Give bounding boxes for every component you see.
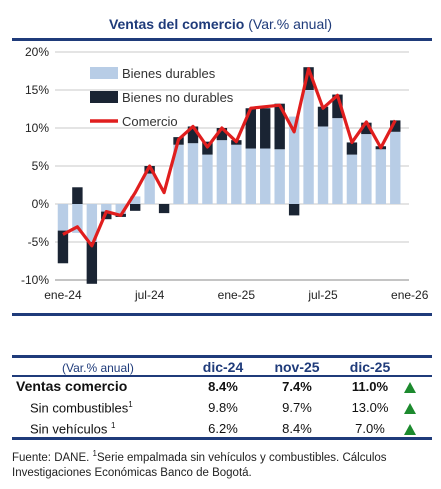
bar-bienes-no-durables <box>216 128 228 141</box>
legend-label-comercio: Comercio <box>122 114 178 129</box>
row-label: Sin combustibles1 <box>30 400 133 416</box>
bar-bienes-no-durables <box>303 67 314 90</box>
bar-bienes-durables <box>72 204 83 233</box>
bar-bienes-durables <box>216 140 228 204</box>
bar-bienes-durables <box>274 149 285 204</box>
line-comercio <box>62 67 397 248</box>
x-tick-label: jul-24 <box>134 288 165 302</box>
col-header-dic-24: dic-24 <box>202 359 244 375</box>
bar-bienes-durables <box>346 154 358 204</box>
bar-bienes-durables <box>260 148 271 204</box>
bar-bienes-durables <box>332 118 343 204</box>
y-tick-label: 20% <box>25 45 49 59</box>
bar-bienes-no-durables <box>158 204 170 214</box>
y-tick-label: 0% <box>32 197 50 211</box>
y-tick-label: -5% <box>28 235 50 249</box>
col-header-nov-25: nov-25 <box>274 359 320 375</box>
row-value: 8.4% <box>282 421 312 436</box>
x-tick-label: ene-24 <box>44 288 82 302</box>
row-value: 8.4% <box>208 379 238 394</box>
table-row-sin-combustibles: Sin combustibles1 9.8% 9.7% 13.0% <box>12 398 432 419</box>
bar-bienes-durables <box>303 90 314 204</box>
row-value: 9.8% <box>208 400 238 415</box>
sales-chart: 20% 15% 10% 5% 0% -5% -10%ene-24 jul-24 ene-25 ju… <box>21 45 429 302</box>
col-header-dic-25: dic-25 <box>349 359 391 375</box>
bar-bienes-durables <box>86 204 98 242</box>
bar-bienes-durables <box>187 143 199 204</box>
bar-bienes-no-durables <box>274 103 285 150</box>
bar-bienes-durables <box>245 148 256 204</box>
row-value: 13.0% <box>351 400 389 415</box>
bar-bienes-no-durables <box>245 108 256 149</box>
legend-label-bienes-durables: Bienes durables <box>122 66 216 81</box>
bar-bienes-no-durables <box>332 94 343 119</box>
x-tick-label: jul-25 <box>307 288 338 302</box>
row-value: 11.0% <box>351 379 389 394</box>
trend-up-icon <box>404 382 416 393</box>
legend-label-bienes-no-durables: Bienes no durables <box>122 90 234 105</box>
bar-bienes-durables <box>317 126 329 204</box>
bar-bienes-durables <box>144 173 155 204</box>
row-label: Sin vehículos 1 <box>30 421 116 437</box>
bar-bienes-durables <box>129 196 141 204</box>
bar-bienes-no-durables <box>144 166 155 174</box>
y-tick-label: -10% <box>21 273 49 287</box>
bar-bienes-no-durables <box>317 106 329 127</box>
bar-bienes-durables <box>390 131 401 204</box>
chart-title: Ventas del comercio (Var.% anual) <box>0 16 441 32</box>
x-tick-label: ene-25 <box>218 288 256 302</box>
bar-bienes-no-durables <box>72 187 83 204</box>
summary-table: (Var.% anual) dic-24 nov-25 dic-25 Venta… <box>12 355 432 440</box>
table-row-ventas: Ventas comercio 8.4% 7.4% 11.0% <box>12 377 432 398</box>
mid-rule <box>12 313 432 316</box>
bar-bienes-durables <box>288 116 300 204</box>
bar-bienes-durables <box>231 144 242 204</box>
trend-up-icon <box>404 424 416 435</box>
bar-bienes-durables <box>173 144 184 204</box>
bar-bienes-durables <box>375 149 387 204</box>
bar-bienes-no-durables <box>129 204 141 211</box>
row-value: 7.0% <box>355 421 385 436</box>
bar-bienes-no-durables <box>260 108 271 149</box>
row-value: 7.4% <box>282 379 312 394</box>
bar-bienes-durables <box>115 204 126 214</box>
bar-bienes-no-durables <box>361 122 372 135</box>
bar-bienes-no-durables <box>187 126 199 144</box>
bar-bienes-no-durables <box>57 230 69 264</box>
row-value: 6.2% <box>208 421 238 436</box>
x-tick-label: ene-26 <box>391 288 429 302</box>
chart-title-main: Ventas del comercio <box>108 16 245 32</box>
bar-bienes-no-durables <box>86 242 98 284</box>
source-note: Fuente: DANE. 1Serie empalmada sin vehíc… <box>12 449 387 479</box>
row-label: Ventas comercio <box>16 378 128 394</box>
trend-up-icon <box>404 403 416 414</box>
bar-bienes-durables <box>57 204 69 231</box>
y-tick-label: 15% <box>25 83 49 97</box>
y-tick-label: 10% <box>25 121 49 135</box>
row-value: 9.7% <box>282 400 312 415</box>
bar-bienes-no-durables <box>346 142 358 155</box>
legend-swatch-bienes-no-durables <box>90 91 118 103</box>
table-header: (Var.% anual) dic-24 nov-25 dic-25 <box>12 355 432 377</box>
bar-bienes-durables <box>361 134 372 204</box>
bar-bienes-no-durables <box>390 120 401 132</box>
table-header-label: (Var.% anual) <box>62 361 134 375</box>
bar-bienes-durables <box>101 204 112 212</box>
table-row-sin-vehiculos: Sin vehículos 1 6.2% 8.4% 7.0% <box>12 419 432 440</box>
top-rule <box>12 38 432 41</box>
chart-title-sub: (Var.% anual) <box>248 16 333 32</box>
bar-bienes-no-durables <box>288 204 300 216</box>
y-tick-label: 5% <box>32 159 50 173</box>
bar-bienes-durables <box>202 154 213 204</box>
legend-swatch-bienes-durables <box>90 67 118 79</box>
